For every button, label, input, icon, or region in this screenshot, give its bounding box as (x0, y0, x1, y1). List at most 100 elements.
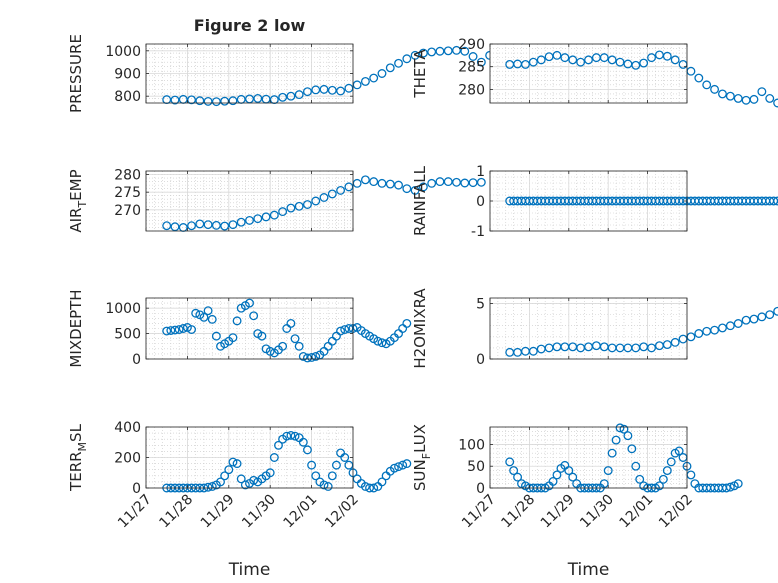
x-tick-label: 12/02 (656, 492, 696, 532)
y-tick-label: 5 (476, 297, 485, 313)
axes-box (489, 426, 688, 489)
y-tick-label: 500 (114, 327, 141, 343)
data-point (410, 185, 420, 195)
y-tick-label: 280 (458, 82, 485, 98)
y-tick-label: 100 (458, 437, 485, 453)
y-axis-label: MIXDEPTH (67, 289, 85, 367)
data-point (187, 221, 196, 231)
data-point (269, 453, 279, 462)
data-point (253, 214, 263, 224)
data-point (710, 84, 720, 94)
y-tick-label: 1000 (105, 44, 141, 60)
data-point (286, 91, 296, 101)
y-tick-label: 0 (132, 352, 141, 368)
data-point (282, 431, 292, 441)
y-tick-label: 0 (476, 481, 485, 497)
data-point (232, 459, 242, 469)
data-point (615, 423, 625, 433)
data-point (207, 314, 217, 324)
data-point (389, 463, 399, 473)
y-axis-label: RAINFALL (411, 165, 429, 236)
data-point (170, 325, 180, 335)
data-point (220, 221, 230, 231)
data-point (694, 329, 704, 338)
x-tick-label: 11/28 (498, 492, 538, 532)
data-point (290, 431, 300, 441)
data-point (360, 482, 370, 491)
x-tick-label: 11/30 (239, 492, 279, 532)
data-point (211, 220, 221, 230)
data-point (718, 323, 727, 333)
y-tick-label: 0 (476, 352, 485, 368)
data-point (468, 178, 478, 188)
data-point (360, 76, 370, 86)
plot-area (146, 171, 353, 231)
data-point (452, 45, 461, 55)
data-point (402, 184, 412, 194)
y-axis-label: AIRTEMP (67, 169, 89, 232)
data-point (599, 53, 609, 63)
data-point (245, 215, 254, 225)
data-point (398, 460, 408, 470)
data-point (286, 203, 296, 213)
y-tick-label: 400 (114, 420, 141, 436)
data-point (398, 324, 408, 333)
y-tick-label: 900 (114, 67, 141, 83)
data-point (327, 189, 337, 199)
data-point (336, 326, 346, 336)
y-tick-label: 270 (114, 203, 141, 219)
data-point (249, 311, 259, 321)
data-point (187, 325, 196, 334)
y-tick-label: 50 (467, 459, 485, 475)
data-point (619, 424, 629, 434)
y-tick-label: 275 (114, 185, 141, 201)
data-point (286, 318, 296, 328)
y-tick-label: 800 (114, 89, 141, 105)
data-point (584, 55, 593, 65)
figure-title: Figure 2 low (194, 16, 306, 35)
data-point (741, 315, 751, 325)
data-point (427, 47, 437, 57)
data-point (662, 51, 672, 61)
x-axis-label: Time (228, 560, 271, 580)
data-point (402, 318, 412, 328)
data-point (182, 323, 192, 332)
data-point (187, 95, 196, 105)
data-point (377, 477, 387, 487)
data-point (773, 98, 778, 108)
data-point (418, 48, 428, 58)
data-point (410, 50, 420, 60)
y-tick-label: 280 (114, 168, 141, 184)
data-point (568, 472, 578, 482)
x-tick-label: 12/01 (617, 492, 657, 532)
data-point (647, 343, 656, 353)
data-point (286, 430, 296, 440)
data-point (686, 332, 696, 342)
data-point (211, 331, 221, 341)
data-point (340, 453, 350, 462)
data-point (352, 178, 362, 188)
subplot-7: 0 200 400 TERRMSL 11/27 11/28 11/29 11/30 12/01 1… (67, 420, 412, 580)
data-point (216, 477, 225, 487)
data-point (360, 175, 370, 185)
data-point (694, 73, 704, 83)
data-point (749, 314, 759, 324)
data-point (203, 306, 213, 316)
data-point (528, 57, 538, 67)
data-point (460, 46, 470, 56)
data-point (369, 483, 379, 493)
data-point (224, 465, 234, 475)
data-point (686, 66, 696, 76)
data-point (509, 466, 519, 476)
data-point (718, 89, 727, 99)
data-point (195, 96, 205, 106)
data-point (418, 182, 428, 192)
data-point (686, 470, 696, 480)
data-point (733, 479, 743, 489)
data-point (265, 346, 275, 356)
data-point (377, 69, 387, 78)
data-point (452, 177, 461, 187)
data-point (615, 57, 625, 67)
data-point (228, 457, 238, 467)
